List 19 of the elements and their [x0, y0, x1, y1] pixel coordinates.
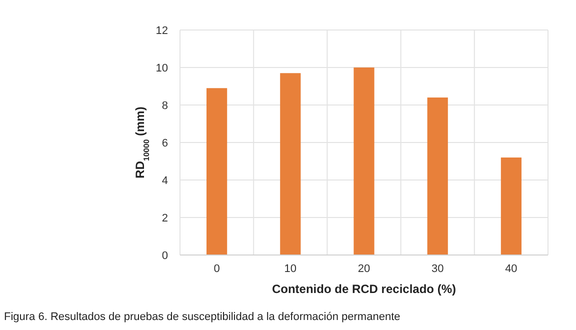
text: Figura 6. Resultados de pruebas de susceptibilidad a la deformación permanente [4, 311, 400, 323]
x-axis-title: Contenido de RCD reciclado (%) [272, 282, 456, 296]
y-tick-label: 10 [156, 62, 168, 74]
x-tick-label: 30 [431, 263, 444, 275]
x-tick-label: 40 [505, 263, 518, 275]
y-tick-label: 6 [162, 137, 168, 150]
bar [427, 98, 448, 255]
y-tick-label: 8 [162, 100, 168, 112]
y-tick-label: 12 [156, 24, 168, 37]
bar [500, 158, 522, 255]
bar [354, 68, 374, 255]
x-tick-label: 10 [284, 263, 297, 275]
bar [280, 73, 301, 255]
x-tick-label: 0 [214, 263, 220, 275]
y-tick-label: 4 [162, 174, 168, 187]
bar [206, 88, 228, 255]
y-tick-label: 2 [162, 212, 168, 224]
y-tick-label: 0 [162, 250, 168, 262]
x-tick-label: 20 [358, 263, 370, 275]
